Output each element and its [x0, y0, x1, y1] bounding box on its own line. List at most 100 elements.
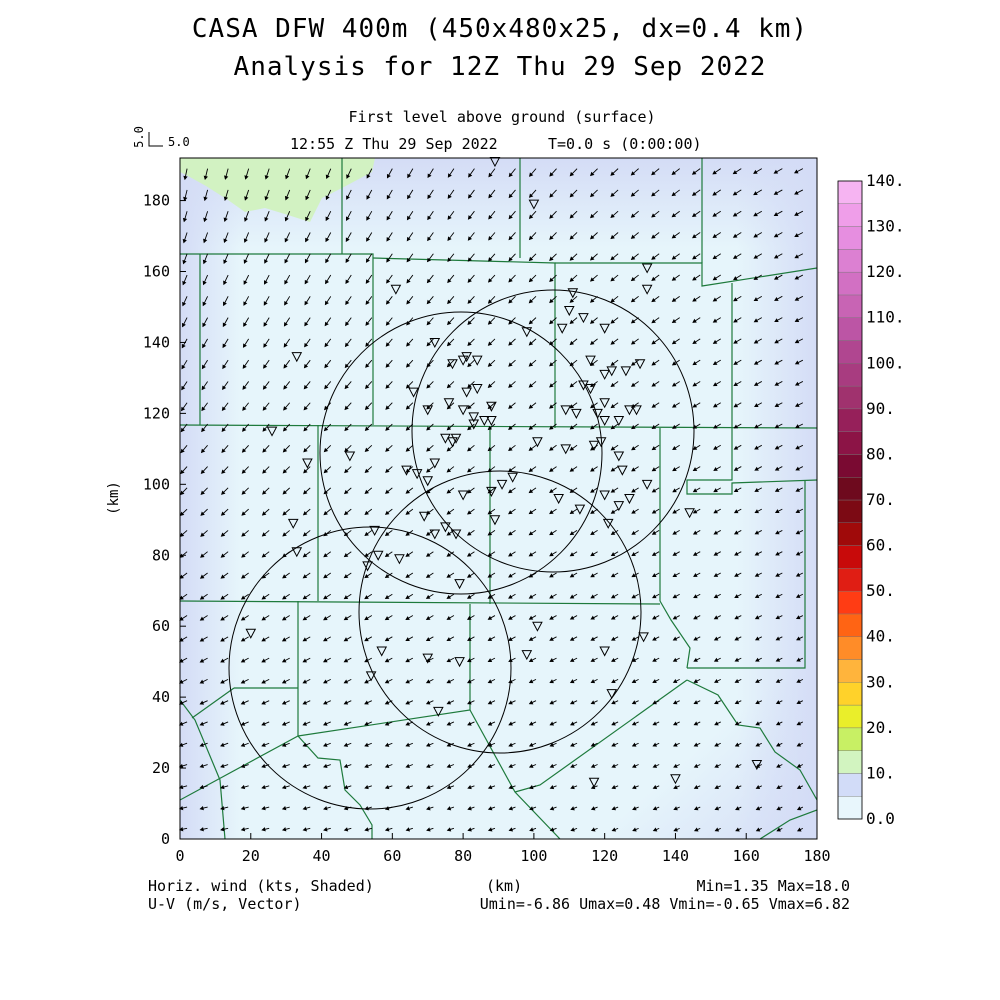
wind-vector-head	[610, 467, 616, 472]
wind-vector-head	[466, 552, 472, 557]
station-marker	[578, 313, 589, 324]
y-tick-label: 0	[161, 830, 170, 848]
wind-vector-head	[610, 382, 616, 387]
colorbar-label: 20.	[866, 718, 895, 737]
wind-vector-head	[446, 552, 452, 557]
station-marker	[390, 284, 402, 295]
wind-vector-head	[508, 679, 513, 684]
wind-vector-head	[426, 763, 431, 768]
wind-vector-head	[528, 488, 534, 494]
wind-vector-head	[508, 742, 513, 747]
station-marker	[599, 323, 610, 334]
wind-vector-head	[631, 509, 636, 514]
station-marker	[588, 440, 600, 451]
wind-vector-head	[508, 721, 513, 726]
wind-vector-head	[611, 679, 616, 684]
wind-vector-head	[364, 595, 369, 600]
wind-vector-head	[672, 573, 678, 577]
wind-vector-head	[405, 721, 410, 726]
wind-vector-head	[304, 300, 309, 306]
wind-vector-head	[323, 468, 329, 474]
wind-vector-head	[304, 342, 309, 348]
wind-vector-head	[753, 275, 759, 280]
wind-vector-head	[590, 171, 595, 177]
wind-vector-head	[549, 383, 554, 388]
wind-vector-head	[794, 211, 799, 216]
station-marker	[291, 352, 303, 363]
wind-vector-head	[672, 445, 677, 450]
wind-vector-head	[302, 553, 308, 558]
wind-vector-head	[220, 700, 225, 705]
station-marker	[641, 263, 653, 274]
wind-vector-head	[651, 340, 656, 345]
wind-vector-head	[671, 255, 677, 260]
wind-vector-head	[384, 806, 390, 811]
wind-vector-head	[651, 488, 657, 493]
wind-vector-head	[345, 216, 350, 221]
wind-vector-head	[323, 595, 328, 600]
colorbar-swatch	[837, 317, 863, 341]
wind-vector-head	[240, 806, 246, 811]
wind-vector-head	[610, 319, 615, 324]
wind-vector-head	[304, 279, 309, 285]
wind-vector-head	[610, 573, 616, 578]
wind-vector-head	[631, 488, 636, 493]
station-marker	[595, 437, 607, 448]
wind-vector-head	[467, 194, 473, 199]
wind-vector-head	[712, 170, 717, 175]
wind-vector-head	[263, 343, 268, 348]
wind-vector-head	[467, 827, 472, 832]
wind-vector-head	[447, 215, 452, 220]
wind-vector-head	[796, 827, 802, 832]
wind-vector-head	[610, 340, 615, 345]
wind-vector-head	[220, 553, 226, 558]
wind-vector-head	[240, 827, 246, 832]
wind-vector-head	[405, 363, 411, 368]
wind-vector-head	[692, 509, 698, 514]
wind-vector-head	[528, 679, 534, 684]
wind-vector-head	[261, 595, 267, 600]
wind-vector-head	[733, 297, 738, 302]
wind-vector-head	[651, 297, 656, 303]
colorbar-label: 40.	[866, 627, 895, 646]
wind-vector-head	[405, 384, 411, 389]
wind-vector-head	[405, 616, 410, 621]
wind-vector-head	[651, 446, 657, 451]
wind-vector-head	[632, 785, 637, 790]
wind-vector-head	[610, 488, 616, 493]
wind-vector-head	[343, 742, 349, 747]
wind-vector-head	[240, 763, 246, 769]
y-tick-label: 140	[143, 333, 170, 351]
wind-vector-head	[243, 280, 248, 285]
wind-vector-head	[569, 277, 575, 282]
wind-vector-head	[284, 237, 289, 243]
station-marker	[401, 465, 412, 476]
wind-vector-head	[467, 721, 472, 726]
wind-vector-head	[692, 276, 697, 281]
wind-vector-head	[611, 700, 616, 705]
wind-vector-head	[467, 700, 472, 705]
wind-vector-head	[285, 174, 290, 180]
colorbar-swatch	[837, 454, 863, 478]
wind-vector-head	[324, 300, 329, 306]
wind-vector-head	[569, 256, 575, 261]
wind-vector-head	[775, 594, 780, 598]
wind-vector-head	[487, 763, 493, 768]
wind-vector-head	[302, 637, 308, 642]
wind-vector-head	[323, 721, 328, 726]
wind-vector-head	[569, 615, 575, 620]
wind-vector-head	[220, 658, 225, 663]
wind-vector-head	[775, 678, 781, 683]
wind-vector-head	[467, 278, 472, 283]
wind-vector-head	[222, 364, 227, 370]
wind-vector-head	[385, 342, 390, 347]
wind-vector-head	[652, 742, 658, 747]
wind-vector-head	[631, 573, 636, 578]
wind-vector-head	[384, 616, 390, 621]
wind-vector-head	[302, 827, 307, 832]
station-marker	[454, 579, 465, 590]
wind-vector-head	[775, 615, 781, 620]
wind-vector-head	[672, 424, 677, 429]
wind-vector-head	[713, 572, 719, 577]
station-marker	[571, 408, 582, 419]
